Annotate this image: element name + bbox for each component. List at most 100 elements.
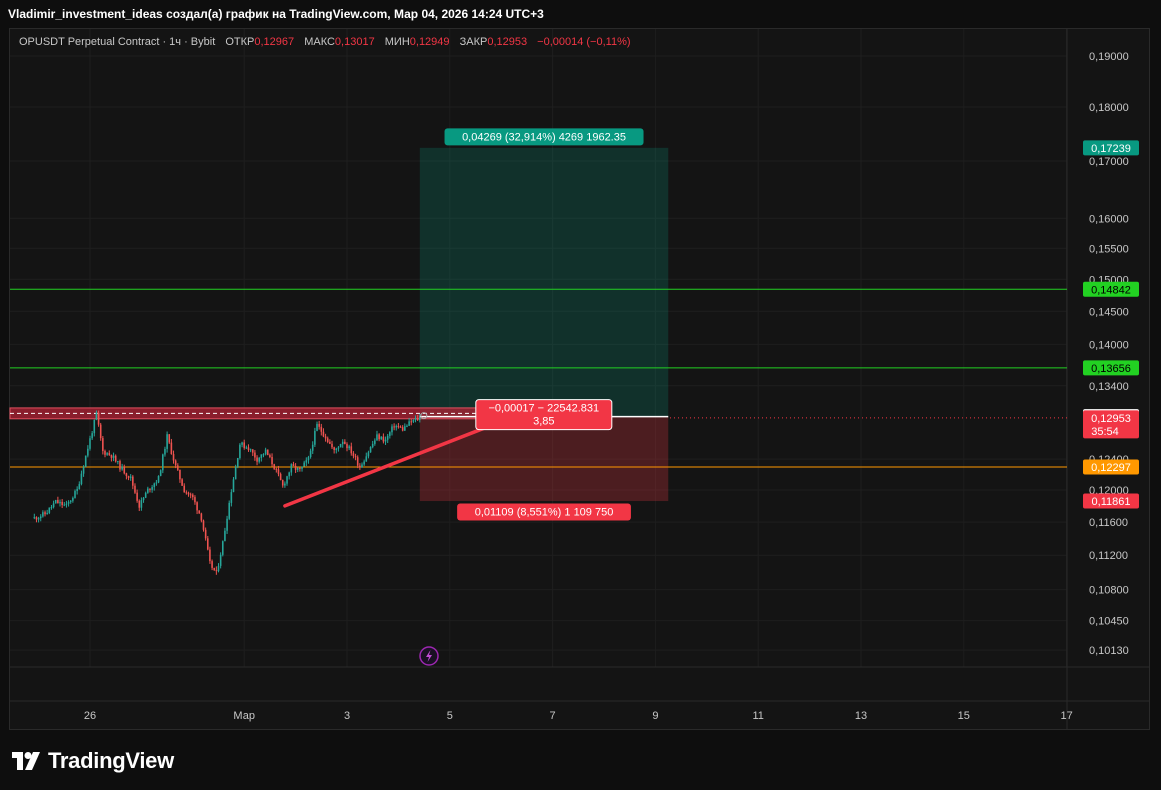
- candle: [386, 433, 389, 443]
- candle: [408, 417, 410, 427]
- candle-body: [138, 500, 141, 508]
- candle: [209, 546, 211, 564]
- chart-panel[interactable]: [9, 28, 1150, 730]
- candle-body: [354, 456, 357, 458]
- time-tick-label: 9: [652, 710, 658, 722]
- candle-body: [204, 529, 207, 539]
- candle: [185, 490, 188, 495]
- target-label[interactable]: 0,04269 (32,914%) 4269 1962.35: [444, 128, 644, 146]
- loss-zone[interactable]: [419, 416, 669, 502]
- candle: [384, 436, 387, 446]
- candle: [371, 440, 374, 449]
- candle-body: [74, 491, 76, 498]
- candle: [215, 566, 218, 575]
- candle-body: [389, 432, 391, 436]
- candle: [299, 467, 301, 472]
- price-tick-label: 0,14000: [1089, 339, 1129, 351]
- time-tick-label: 11: [752, 710, 763, 722]
- candle-body: [408, 421, 410, 426]
- candle-body: [303, 462, 305, 467]
- candle: [93, 419, 96, 437]
- candle: [294, 463, 297, 473]
- candle: [404, 423, 406, 431]
- candle-body: [410, 421, 413, 423]
- candle: [232, 477, 235, 493]
- candle: [136, 489, 138, 503]
- candle: [406, 424, 408, 428]
- candle-body: [266, 449, 269, 456]
- candle: [54, 499, 57, 504]
- candle: [44, 510, 46, 517]
- candle-body: [82, 466, 85, 474]
- candle-body: [123, 466, 126, 474]
- ascending-trendline[interactable]: [283, 421, 499, 508]
- candle: [311, 441, 314, 454]
- candle-body: [35, 517, 38, 520]
- price-tick-label: 0,15500: [1089, 243, 1129, 255]
- candle: [33, 513, 36, 520]
- price-label-value: 0,12297: [1091, 462, 1131, 474]
- candle-body: [183, 485, 186, 493]
- stop-label-bg: [457, 503, 631, 521]
- candle: [326, 436, 329, 444]
- candle-body: [127, 475, 130, 478]
- candle-body: [157, 475, 160, 483]
- candle-body: [318, 423, 320, 427]
- time-tick-label: 5: [447, 710, 453, 722]
- candle: [78, 481, 81, 490]
- candle-body: [399, 426, 402, 428]
- time-axis[interactable]: 26 Мар 3 5 7 9 11 13 15 17: [84, 710, 1073, 722]
- candle-body: [99, 424, 102, 439]
- symbol-label[interactable]: OPUSDT Perpetual Contract · 1ч · Bybit: [19, 36, 216, 48]
- candle-body: [194, 497, 196, 503]
- low-value: 0,12949: [409, 36, 450, 48]
- tradingview-logo[interactable]: TradingView: [12, 748, 174, 774]
- candle-body: [192, 494, 194, 498]
- candle-body: [104, 450, 106, 455]
- candle-body: [277, 469, 280, 474]
- events-lightning-icon[interactable]: [419, 646, 439, 666]
- candle: [59, 499, 61, 507]
- stop-label[interactable]: 0,01109 (8,551%) 1 109 750: [457, 503, 631, 521]
- candle: [87, 445, 89, 458]
- candle: [164, 446, 166, 457]
- candle: [395, 424, 398, 431]
- candle-body: [337, 447, 340, 449]
- candle: [149, 488, 151, 493]
- candle-body: [149, 488, 151, 490]
- candle: [50, 505, 53, 510]
- candle: [39, 514, 42, 522]
- candle: [219, 552, 222, 569]
- candle: [264, 447, 267, 456]
- candle: [174, 459, 177, 469]
- candle: [305, 457, 308, 467]
- candle: [35, 516, 38, 523]
- candle: [251, 449, 254, 457]
- candle: [230, 489, 233, 507]
- price-label-orange: 0,12297: [1083, 459, 1139, 475]
- candle: [401, 425, 404, 432]
- candle: [262, 453, 265, 458]
- candle: [363, 459, 365, 467]
- candle: [95, 410, 98, 421]
- candle-body: [39, 516, 42, 519]
- candle-body: [339, 444, 342, 448]
- profit-zone[interactable]: [419, 147, 669, 417]
- price-label-level: 0,13656: [1083, 360, 1139, 376]
- candle: [234, 464, 237, 480]
- ohlc-legend: OPUSDT Perpetual Contract · 1ч · Bybit О…: [19, 36, 631, 48]
- candle-body: [245, 447, 248, 449]
- candle-body: [264, 449, 267, 455]
- candle: [256, 455, 258, 466]
- time-tick-label: 15: [958, 710, 970, 722]
- candle: [247, 444, 250, 452]
- price-label-target: 0,17239: [1083, 140, 1139, 156]
- candle-body: [230, 492, 233, 503]
- price-label-bg: [1083, 281, 1139, 297]
- candle-body: [232, 479, 235, 493]
- candle: [202, 519, 205, 532]
- candle-body: [108, 453, 111, 455]
